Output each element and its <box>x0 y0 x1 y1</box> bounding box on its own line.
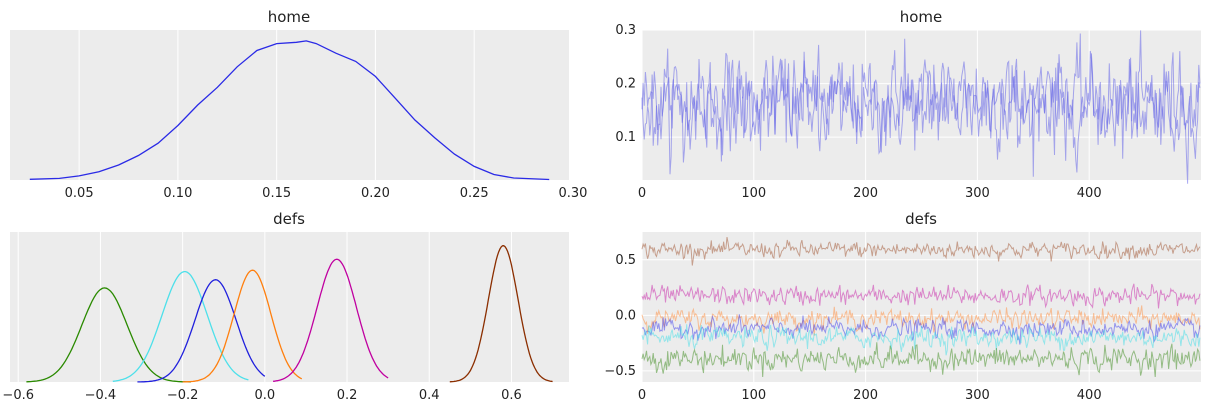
x-tick-label: −0.4 <box>85 388 117 403</box>
x-tick-label: 0.6 <box>501 388 522 403</box>
y-tick-label: 0.0 <box>615 308 636 323</box>
y-tick-label: 0.2 <box>615 77 636 92</box>
x-tick-label: 300 <box>965 388 990 403</box>
x-tick-label: 200 <box>853 186 878 201</box>
y-tick-label: −0.5 <box>604 364 636 379</box>
defs-trace-panel: defs 0 100 200 300 400 0.5 0.0 −0.5 <box>604 210 1201 403</box>
defs-density-panel: defs −0.6 −0.4 −0.2 0.0 0.2 0.4 0.6 <box>2 210 569 403</box>
density-curve <box>29 40 550 181</box>
x-tick-label: 100 <box>741 186 766 201</box>
x-tick-label: 200 <box>853 388 878 403</box>
plot-area <box>10 30 569 180</box>
x-tick-label: 0.0 <box>254 388 275 403</box>
x-tick-label: 0 <box>638 388 646 403</box>
trace-line <box>641 324 1201 356</box>
trace-line <box>641 38 1201 175</box>
trace-line <box>641 283 1201 309</box>
density-curve <box>273 258 389 382</box>
density-curve <box>26 287 191 383</box>
x-tick-label: 0.10 <box>163 186 192 201</box>
trace-line <box>641 237 1201 266</box>
x-tick-label: 100 <box>741 388 766 403</box>
x-tick-label: 0.25 <box>460 186 489 201</box>
y-tick-label: 0.1 <box>615 130 636 145</box>
x-tick-label: 0.4 <box>419 388 440 403</box>
home-density-panel: home 0.05 0.10 0.15 0.20 0.25 0.30 <box>10 8 587 201</box>
panel-title: defs <box>905 210 937 228</box>
panel-title: home <box>900 8 943 26</box>
density-curve <box>449 245 553 383</box>
density-curve <box>182 269 303 383</box>
x-tick-label: 400 <box>1077 388 1102 403</box>
density-curve <box>112 270 249 382</box>
x-tick-label: 300 <box>965 186 990 201</box>
y-tick-label: 0.3 <box>615 23 636 38</box>
x-tick-label: 0.2 <box>337 388 358 403</box>
trace-line <box>641 314 1201 345</box>
x-tick-label: −0.6 <box>2 388 34 403</box>
y-tick-label: 0.5 <box>615 253 636 268</box>
x-tick-label: 0.20 <box>361 186 390 201</box>
x-tick-label: −0.2 <box>167 388 199 403</box>
x-tick-label: 0.15 <box>262 186 291 201</box>
trace-line <box>641 342 1201 378</box>
home-trace-panel: home 0 100 200 300 400 0.1 0.2 0.3 <box>615 8 1201 201</box>
density-curve <box>137 279 266 383</box>
x-tick-label: 400 <box>1077 186 1102 201</box>
panel-title: defs <box>273 210 305 228</box>
x-tick-label: 0.05 <box>65 186 94 201</box>
x-tick-label: 0.30 <box>558 186 587 201</box>
plot-area <box>10 232 569 382</box>
x-tick-label: 0 <box>638 186 646 201</box>
panel-title: home <box>268 8 311 26</box>
